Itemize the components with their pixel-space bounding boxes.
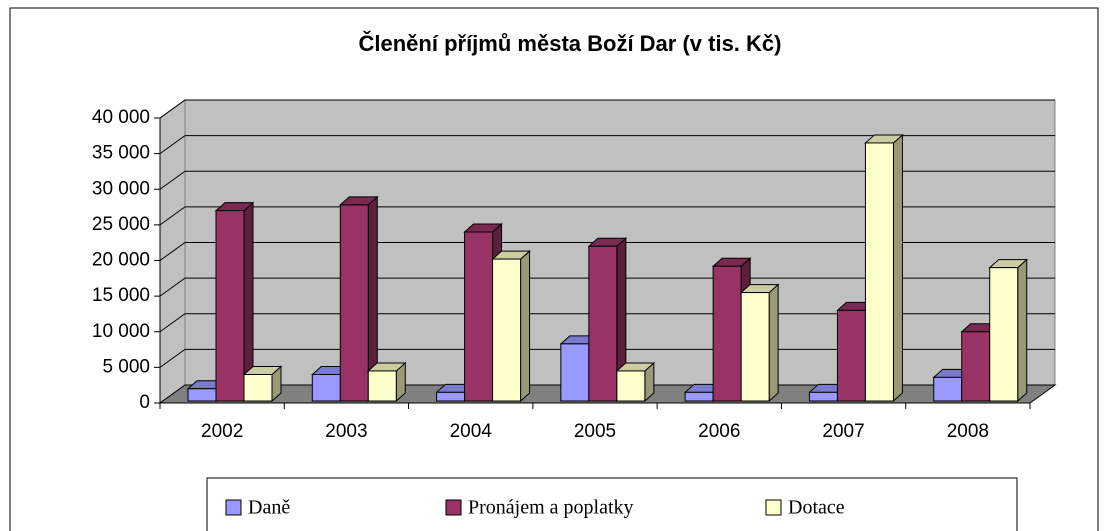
chart-title: Členění příjmů města Boží Dar (v tis. Kč… <box>359 31 782 56</box>
legend-box <box>206 477 1018 531</box>
bar-side <box>892 133 903 403</box>
bar <box>989 267 1019 402</box>
y-tick-label: 25 000 <box>92 214 150 235</box>
y-tick-label: 40 000 <box>92 107 150 128</box>
x-tick-label: 2005 <box>574 421 616 442</box>
bar-side <box>1017 258 1028 403</box>
x-tick-label: 2003 <box>325 421 367 442</box>
bar-side <box>520 249 531 403</box>
bar <box>864 142 894 402</box>
y-tick-label: 15 000 <box>92 285 150 306</box>
y-tick-label: 20 000 <box>92 250 150 271</box>
legend-label: Daně <box>248 497 290 519</box>
x-tick-label: 2002 <box>201 421 243 442</box>
bar <box>492 258 522 402</box>
grid-line <box>159 277 1055 297</box>
y-tick-label: 30 000 <box>92 178 150 199</box>
bar <box>367 370 397 402</box>
bar <box>616 370 646 402</box>
legend-label: Dotace <box>788 497 845 519</box>
bar <box>187 388 217 402</box>
y-tick-label: 10 000 <box>92 321 150 342</box>
x-tick-label: 2004 <box>450 421 493 442</box>
x-tick-label: 2007 <box>822 421 864 442</box>
grid-line <box>159 206 1055 226</box>
bar <box>808 391 838 402</box>
y-tick-label: 5 000 <box>102 356 150 377</box>
bar <box>588 245 618 402</box>
grid-line <box>159 99 1055 119</box>
bar <box>464 231 494 402</box>
grid-line <box>159 170 1055 190</box>
bar <box>560 343 590 402</box>
bar <box>436 391 466 402</box>
y-tick-label: 0 <box>139 392 150 413</box>
bar <box>684 391 714 402</box>
bar <box>961 331 991 402</box>
legend-swatch <box>445 499 462 516</box>
bar <box>311 374 341 402</box>
y-tick-label: 35 000 <box>92 143 150 164</box>
x-tick-label: 2008 <box>947 421 989 442</box>
bar <box>740 292 770 402</box>
legend-swatch <box>765 499 782 516</box>
bar <box>712 265 742 402</box>
bar <box>339 204 369 402</box>
legend-swatch <box>225 499 242 516</box>
bar <box>215 210 245 402</box>
bar <box>836 309 866 402</box>
grid-line <box>159 135 1055 155</box>
grid-line <box>159 242 1055 261</box>
legend-label: Pronájem a poplatky <box>468 497 634 519</box>
x-tick-label: 2006 <box>698 421 740 442</box>
bar <box>243 374 273 402</box>
bar <box>933 376 963 402</box>
bar-side <box>768 283 779 403</box>
